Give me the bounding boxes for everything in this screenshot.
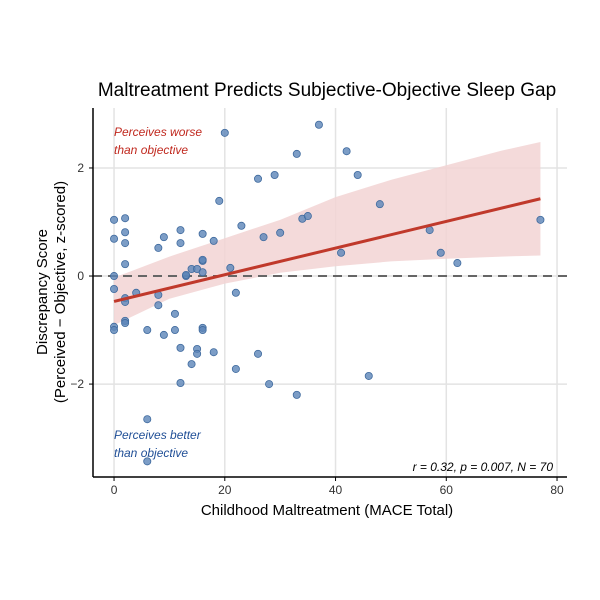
data-point [215,196,224,205]
y-tick-label: 0 [77,269,84,283]
data-point [314,120,323,129]
data-point [303,212,312,221]
data-point [353,170,362,179]
annotation-better-2: than objective [114,446,188,460]
data-point [182,270,191,279]
x-axis-label: Childhood Maltreatment (MACE Total) [201,502,453,519]
x-tick-label: 40 [329,483,343,497]
data-point [154,301,163,310]
data-point [187,360,196,369]
data-point [270,170,279,179]
data-point [176,343,185,352]
data-point [265,380,274,389]
data-point [143,457,152,466]
data-point [276,228,285,237]
data-point [110,284,119,293]
data-point [170,309,179,318]
data-point [121,214,130,223]
data-point [198,255,207,264]
y-tick-label: −2 [70,377,84,391]
data-point [375,200,384,209]
data-point [121,239,130,248]
data-point [110,234,119,243]
x-tick-label: 0 [111,483,118,497]
x-tick-label: 80 [550,483,564,497]
annotation-better-1: Perceives better [114,428,202,442]
data-point [110,326,119,335]
data-point [110,272,119,281]
data-point [121,260,130,269]
data-point [254,174,263,183]
data-point [436,248,445,257]
data-point [231,288,240,297]
confidence-band [114,142,541,326]
data-point [198,268,207,277]
data-point [292,149,301,158]
data-point [121,228,130,237]
data-point [143,415,152,424]
data-point [121,319,130,328]
ticks: 0 20 40 60 80 −2 0 2 [70,161,564,497]
data-point [198,326,207,335]
data-point [220,128,229,137]
data-point [198,229,207,238]
data-point [337,248,346,257]
y-tick-label: 2 [77,161,84,175]
data-point [226,263,235,272]
data-point [342,147,351,156]
y-axis-label-line1: Discrepancy Score [34,229,51,355]
chart-title: Maltreatment Predicts Subjective-Objecti… [98,80,556,101]
data-point [364,371,373,380]
data-point [536,215,545,224]
data-point [110,215,119,224]
data-point [176,378,185,387]
data-point [159,233,168,242]
data-point [259,233,268,242]
data-point [453,259,462,268]
regression-line [113,197,541,303]
y-axis-label-line2: (Perceived − Objective, z-scored) [52,181,69,403]
data-point [425,226,434,235]
data-point [176,239,185,248]
data-point [170,326,179,335]
data-point [254,349,263,358]
data-point [292,390,301,399]
stats-annotation: r = 0.32, p = 0.007, N = 70 [413,460,554,474]
annotation-worse-1: Perceives worse [114,125,202,139]
x-tick-label: 60 [440,483,454,497]
x-tick-label: 20 [218,483,232,497]
data-point [159,330,168,339]
data-point [231,364,240,373]
annotation-worse-2: than objective [114,143,188,157]
data-point [209,236,218,245]
data-point [143,326,152,335]
data-point [176,226,185,235]
data-point [237,221,246,230]
data-point [209,348,218,357]
data-point [193,349,202,358]
points [110,120,545,466]
data-point [154,243,163,252]
